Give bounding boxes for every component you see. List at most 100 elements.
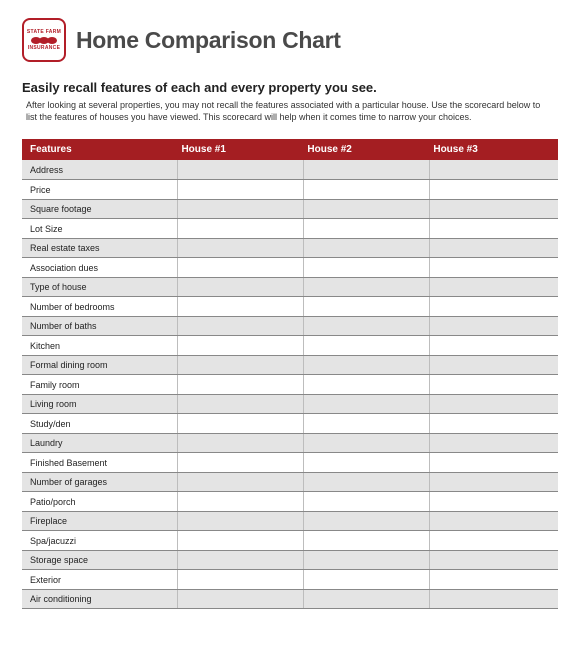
table-row: Type of house	[22, 277, 558, 297]
table-row: Association dues	[22, 258, 558, 278]
feature-cell[interactable]	[303, 375, 429, 395]
feature-label: Fireplace	[22, 511, 177, 531]
feature-cell[interactable]	[429, 316, 558, 336]
feature-cell[interactable]	[303, 433, 429, 453]
table-row: Number of garages	[22, 472, 558, 492]
intro-subtitle: Easily recall features of each and every…	[22, 80, 558, 95]
feature-label: Association dues	[22, 258, 177, 278]
feature-cell[interactable]	[303, 453, 429, 473]
feature-cell[interactable]	[303, 589, 429, 609]
table-row: Fireplace	[22, 511, 558, 531]
feature-cell[interactable]	[177, 433, 303, 453]
feature-cell[interactable]	[429, 472, 558, 492]
feature-cell[interactable]	[303, 492, 429, 512]
feature-cell[interactable]	[177, 219, 303, 239]
feature-label: Lot Size	[22, 219, 177, 239]
feature-cell[interactable]	[303, 238, 429, 258]
feature-cell[interactable]	[177, 199, 303, 219]
feature-cell[interactable]	[177, 258, 303, 278]
feature-cell[interactable]	[429, 219, 558, 239]
feature-cell[interactable]	[303, 550, 429, 570]
feature-label: Kitchen	[22, 336, 177, 356]
feature-cell[interactable]	[303, 316, 429, 336]
table-row: Living room	[22, 394, 558, 414]
feature-cell[interactable]	[303, 199, 429, 219]
feature-cell[interactable]	[429, 355, 558, 375]
table-row: Laundry	[22, 433, 558, 453]
feature-cell[interactable]	[303, 277, 429, 297]
col-house-3: House #3	[429, 139, 558, 160]
feature-label: Exterior	[22, 570, 177, 590]
feature-label: Number of garages	[22, 472, 177, 492]
feature-label: Laundry	[22, 433, 177, 453]
feature-cell[interactable]	[177, 570, 303, 590]
feature-cell[interactable]	[429, 414, 558, 434]
feature-cell[interactable]	[429, 589, 558, 609]
feature-cell[interactable]	[303, 219, 429, 239]
feature-cell[interactable]	[177, 297, 303, 317]
feature-cell[interactable]	[177, 531, 303, 551]
feature-label: Air conditioning	[22, 589, 177, 609]
feature-label: Study/den	[22, 414, 177, 434]
table-row: Square footage	[22, 199, 558, 219]
state-farm-logo: STATE FARM INSURANCE	[22, 18, 66, 62]
feature-cell[interactable]	[429, 199, 558, 219]
feature-cell[interactable]	[177, 550, 303, 570]
page-title: Home Comparison Chart	[76, 27, 341, 54]
feature-label: Patio/porch	[22, 492, 177, 512]
feature-cell[interactable]	[429, 394, 558, 414]
feature-cell[interactable]	[303, 180, 429, 200]
feature-cell[interactable]	[303, 531, 429, 551]
feature-cell[interactable]	[303, 472, 429, 492]
feature-cell[interactable]	[303, 160, 429, 180]
feature-cell[interactable]	[177, 355, 303, 375]
feature-cell[interactable]	[177, 394, 303, 414]
feature-label: Living room	[22, 394, 177, 414]
feature-cell[interactable]	[303, 570, 429, 590]
feature-cell[interactable]	[303, 394, 429, 414]
table-row: Lot Size	[22, 219, 558, 239]
feature-cell[interactable]	[429, 433, 558, 453]
feature-cell[interactable]	[177, 492, 303, 512]
table-row: Formal dining room	[22, 355, 558, 375]
feature-cell[interactable]	[303, 258, 429, 278]
feature-cell[interactable]	[429, 238, 558, 258]
feature-cell[interactable]	[429, 277, 558, 297]
feature-cell[interactable]	[429, 511, 558, 531]
feature-cell[interactable]	[177, 336, 303, 356]
table-row: Kitchen	[22, 336, 558, 356]
feature-cell[interactable]	[303, 336, 429, 356]
feature-cell[interactable]	[429, 258, 558, 278]
feature-cell[interactable]	[177, 180, 303, 200]
feature-cell[interactable]	[177, 238, 303, 258]
feature-cell[interactable]	[177, 472, 303, 492]
feature-cell[interactable]	[177, 316, 303, 336]
feature-cell[interactable]	[177, 511, 303, 531]
feature-cell[interactable]	[177, 277, 303, 297]
table-row: Number of bedrooms	[22, 297, 558, 317]
feature-cell[interactable]	[429, 375, 558, 395]
feature-cell[interactable]	[429, 570, 558, 590]
feature-cell[interactable]	[177, 375, 303, 395]
table-row: Address	[22, 160, 558, 180]
feature-cell[interactable]	[303, 297, 429, 317]
feature-cell[interactable]	[303, 511, 429, 531]
feature-cell[interactable]	[429, 160, 558, 180]
table-row: Spa/jacuzzi	[22, 531, 558, 551]
feature-cell[interactable]	[303, 355, 429, 375]
feature-cell[interactable]	[429, 180, 558, 200]
feature-cell[interactable]	[429, 550, 558, 570]
feature-cell[interactable]	[429, 297, 558, 317]
feature-cell[interactable]	[177, 453, 303, 473]
feature-cell[interactable]	[429, 453, 558, 473]
logo-ovals-icon	[32, 37, 56, 44]
feature-label: Real estate taxes	[22, 238, 177, 258]
feature-cell[interactable]	[177, 589, 303, 609]
feature-cell[interactable]	[303, 414, 429, 434]
col-features: Features	[22, 139, 177, 160]
feature-cell[interactable]	[429, 492, 558, 512]
feature-cell[interactable]	[177, 414, 303, 434]
feature-cell[interactable]	[429, 531, 558, 551]
feature-cell[interactable]	[177, 160, 303, 180]
feature-cell[interactable]	[429, 336, 558, 356]
